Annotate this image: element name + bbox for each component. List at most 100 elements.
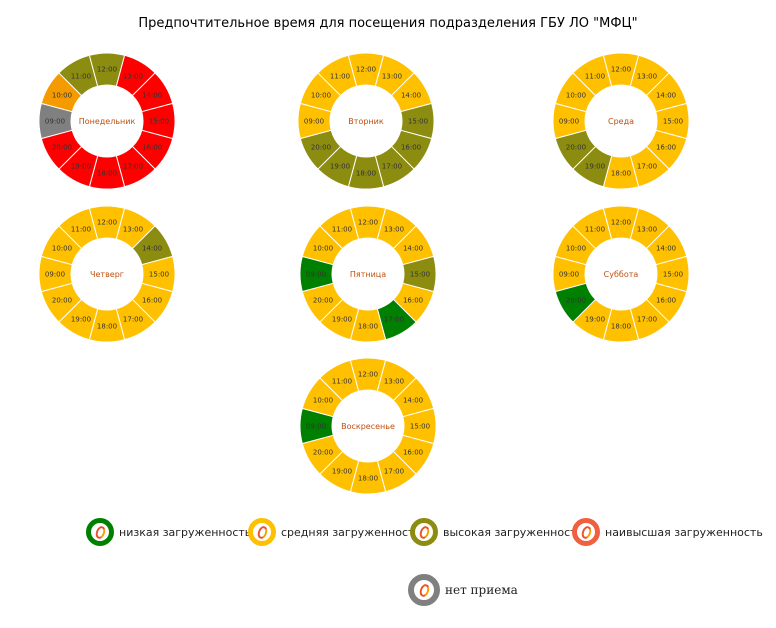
hour-label: 18:00 [97,170,117,178]
hour-label: 15:00 [663,271,683,279]
hour-label: 15:00 [149,118,169,126]
hour-label: 10:00 [313,397,333,405]
hour-label: 16:00 [656,297,676,305]
hour-label: 18:00 [611,323,631,331]
hour-label: 10:00 [52,92,72,100]
hour-label: 16:00 [403,449,423,457]
hour-label: 18:00 [358,475,378,483]
hour-label: 18:00 [97,323,117,331]
hour-label: 20:00 [311,144,331,152]
hour-label: 15:00 [410,271,430,279]
hour-label: 13:00 [382,72,402,80]
hour-label: 17:00 [123,316,143,324]
hour-label: 14:00 [142,92,162,100]
hour-label: 20:00 [52,297,72,305]
hour-label: 12:00 [611,219,631,227]
hour-label: 16:00 [403,297,423,305]
hour-label: 19:00 [71,316,91,324]
hour-label: 15:00 [663,118,683,126]
donut-7: 09:00 10:00 11:00 12:00 13:00 14:00 15:00 16:00… [299,357,437,495]
hour-label: 16:00 [401,144,421,152]
hour-label: 17:00 [637,316,657,324]
hour-label: 14:00 [656,245,676,253]
hour-label: 20:00 [313,297,333,305]
hour-label: 20:00 [566,297,586,305]
page-title: Предпочтительное время для посещения под… [138,16,638,31]
hour-label: 13:00 [637,72,657,80]
hour-label: 09:00 [306,423,326,431]
donut-1: 09:00 10:00 11:00 12:00 13:00 14:00 15:00 16:00… [38,52,176,190]
donut-5: 09:00 10:00 11:00 12:00 13:00 14:00 15:00 16:00… [299,205,437,343]
hour-label: 17:00 [382,163,402,171]
day-label: Пятница [350,270,386,279]
hour-label: 14:00 [656,92,676,100]
hour-label: 13:00 [123,72,143,80]
legend-highest: наивысшая загруженность [572,518,763,546]
hour-label: 16:00 [142,144,162,152]
hour-label: 09:00 [559,118,579,126]
hour-label: 17:00 [123,163,143,171]
legend-closed: нет приема [408,574,518,606]
day-label: Воскресенье [341,422,395,431]
hour-label: 11:00 [585,72,605,80]
hour-label: 19:00 [585,316,605,324]
legend-low-icon [86,518,114,546]
hour-label: 09:00 [306,271,326,279]
legend-closed-icon [408,574,440,606]
day-label: Вторник [348,117,384,126]
hour-label: 17:00 [384,316,404,324]
hour-label: 10:00 [566,92,586,100]
legend-medium-icon [248,518,276,546]
donut-segment [40,129,83,170]
hour-label: 13:00 [384,377,404,385]
hour-label: 16:00 [656,144,676,152]
hour-label: 11:00 [330,72,350,80]
day-label: Суббота [604,270,639,279]
legend-high-label: высокая загруженность [443,525,584,539]
legend-highest-icon [572,518,600,546]
donut-3: 09:00 10:00 11:00 12:00 13:00 14:00 15:00 16:00… [552,52,690,190]
hour-label: 20:00 [52,144,72,152]
donut-segment [301,282,344,323]
hour-label: 12:00 [358,371,378,379]
hour-label: 09:00 [45,118,65,126]
hour-label: 20:00 [313,449,333,457]
donut-segment [554,282,597,323]
legend-closed-label: нет приема [445,583,518,597]
hour-label: 17:00 [637,163,657,171]
hour-label: 12:00 [97,219,117,227]
hour-label: 14:00 [403,397,423,405]
donut-2: 09:00 10:00 11:00 12:00 13:00 14:00 15:00 16:00… [297,52,435,190]
donut-segment [299,129,342,170]
hour-label: 11:00 [332,377,352,385]
hour-label: 14:00 [142,245,162,253]
hour-label: 11:00 [332,225,352,233]
hour-label: 13:00 [123,225,143,233]
day-label: Четверг [90,270,124,279]
hour-label: 18:00 [356,170,376,178]
hour-label: 09:00 [559,271,579,279]
hour-label: 10:00 [52,245,72,253]
hour-label: 13:00 [637,225,657,233]
legend-high-icon [410,518,438,546]
hour-label: 10:00 [566,245,586,253]
hour-label: 11:00 [585,225,605,233]
hour-label: 15:00 [149,271,169,279]
legend-low: низкая загруженность [86,518,251,546]
hour-label: 12:00 [97,66,117,74]
donut-4: 09:00 10:00 11:00 12:00 13:00 14:00 15:00 16:00… [38,205,176,343]
hour-label: 15:00 [408,118,428,126]
donut-segment [301,434,344,475]
hour-label: 19:00 [332,316,352,324]
day-label: Среда [608,117,634,126]
hour-label: 09:00 [304,118,324,126]
legend-highest-label: наивысшая загруженность [605,525,763,539]
hour-label: 11:00 [71,72,91,80]
donut-segment [40,282,83,323]
legend-high: высокая загруженность [410,518,583,546]
hour-label: 19:00 [71,163,91,171]
donut-6: 09:00 10:00 11:00 12:00 13:00 14:00 15:00 16:00… [552,205,690,343]
hour-label: 19:00 [585,163,605,171]
hour-label: 16:00 [142,297,162,305]
